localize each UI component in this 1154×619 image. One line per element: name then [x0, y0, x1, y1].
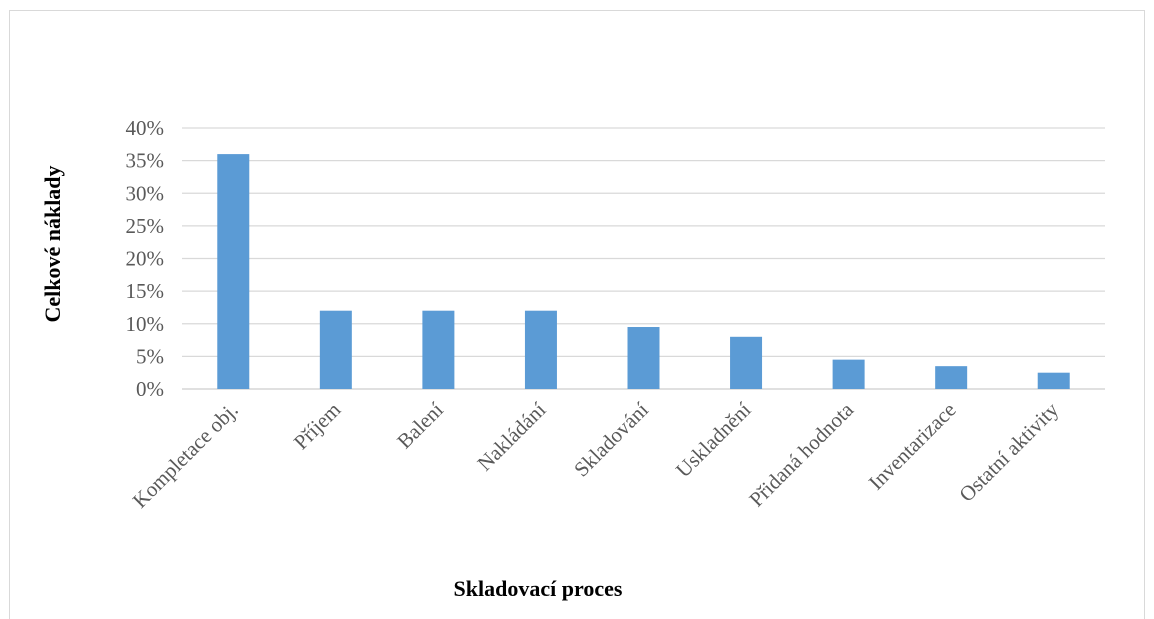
x-axis-title: Skladovací proces	[454, 576, 623, 601]
y-axis-title: Celkové náklady	[40, 165, 65, 322]
y-tick-label: 15%	[126, 279, 165, 303]
bar	[319, 310, 352, 389]
bars	[217, 154, 1070, 389]
y-tick-label: 20%	[126, 247, 165, 271]
x-tick-label: Uskladnění	[671, 397, 756, 482]
x-tick-label: Příjem	[289, 398, 346, 455]
x-tick-label: Kompletace obj.	[128, 398, 243, 513]
y-tick-label: 0%	[136, 377, 164, 401]
x-axis-ticks: Kompletace obj. Příjem Balení Nakládání Skla…	[128, 397, 1064, 513]
y-axis-ticks: 0% 5% 10% 15% 20% 25% 30% 35% 40%	[126, 116, 165, 401]
chart-frame	[9, 10, 1145, 619]
x-tick-label: Ostatní aktivity	[954, 397, 1063, 506]
bar	[422, 310, 455, 389]
y-tick-label: 5%	[136, 344, 164, 368]
bar	[1037, 372, 1070, 389]
bar	[217, 154, 250, 389]
x-tick-label: Přidaná hodnota	[744, 397, 858, 511]
y-tick-label: 10%	[126, 312, 165, 336]
y-tick-label: 30%	[126, 181, 165, 205]
bar	[627, 327, 660, 389]
y-tick-label: 25%	[126, 214, 165, 238]
x-tick-label: Nakládání	[472, 397, 550, 475]
bar	[524, 310, 557, 389]
x-tick-label: Balení	[392, 397, 448, 453]
y-tick-label: 35%	[126, 149, 165, 173]
bar	[935, 366, 968, 389]
y-tick-label: 40%	[126, 116, 165, 140]
bar	[832, 359, 865, 389]
x-tick-label: Skladování	[569, 397, 653, 481]
x-tick-label: Inventarizace	[864, 398, 961, 495]
bar	[730, 336, 763, 389]
